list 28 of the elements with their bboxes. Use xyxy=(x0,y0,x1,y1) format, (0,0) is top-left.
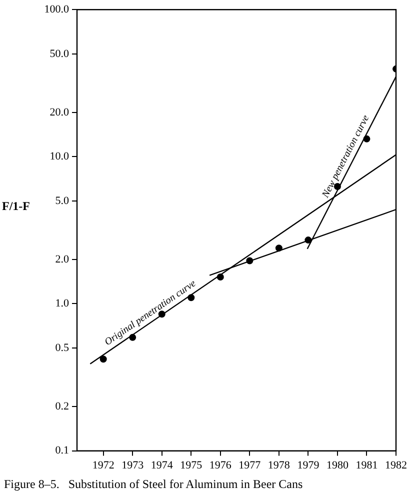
x-tick-label: 1982 xyxy=(385,459,407,472)
y-tick-label: 50.0 xyxy=(50,48,70,60)
x-tick-label: 1980 xyxy=(326,459,349,472)
x-tick-label: 1976 xyxy=(209,459,232,472)
y-tick-label: 5.0 xyxy=(55,194,70,207)
y-axis-title: F/1-F xyxy=(2,199,30,213)
x-tick-label: 1974 xyxy=(150,459,174,472)
x-tick-label: 1977 xyxy=(238,459,262,472)
x-tick-label: 1978 xyxy=(268,459,290,472)
point xyxy=(100,356,107,363)
point xyxy=(304,236,312,244)
y-tick-label: 100.0 xyxy=(44,3,70,16)
point xyxy=(246,257,254,264)
y-tick-label: 2.0 xyxy=(55,253,70,266)
y-tick-label: 0.1 xyxy=(55,444,69,457)
point xyxy=(216,273,224,280)
y-tick-label: 1.0 xyxy=(55,298,70,310)
x-tick-label: 1981 xyxy=(356,459,378,472)
text: Figure 8–5. Substitution of Steel for Aluminum in Beer Cans xyxy=(4,477,303,492)
y-tick-label: 0.2 xyxy=(55,400,69,412)
x-tick-label: 1973 xyxy=(122,459,144,472)
x-tick-label: 1975 xyxy=(180,459,203,472)
point xyxy=(275,244,282,252)
y-tick-label: 0.5 xyxy=(55,342,70,354)
y-tick-label: 20.0 xyxy=(50,106,70,118)
x-tick-label: 1972 xyxy=(92,459,114,472)
y-tick-label: 10.0 xyxy=(50,150,70,163)
x-tick-label: 1979 xyxy=(297,459,320,472)
